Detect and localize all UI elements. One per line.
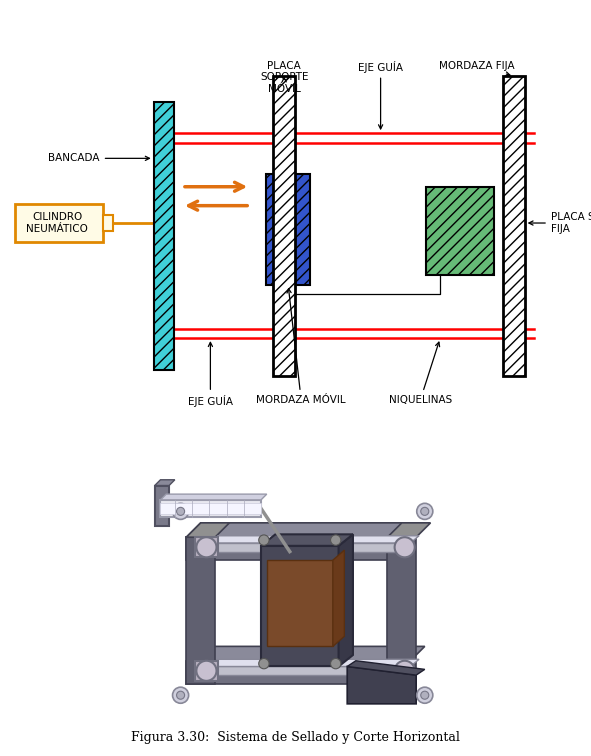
Circle shape — [421, 691, 429, 699]
Circle shape — [177, 691, 184, 699]
Polygon shape — [186, 538, 410, 560]
Circle shape — [421, 507, 429, 516]
Text: MORDAZA FIJA: MORDAZA FIJA — [439, 60, 515, 76]
Polygon shape — [195, 661, 218, 681]
Polygon shape — [209, 667, 410, 675]
Text: MORDAZA MÓVIL: MORDAZA MÓVIL — [256, 289, 346, 405]
Polygon shape — [155, 485, 169, 525]
Polygon shape — [388, 523, 430, 538]
Polygon shape — [161, 494, 267, 500]
Polygon shape — [195, 538, 218, 557]
Circle shape — [259, 535, 269, 545]
Bar — [426, 187, 494, 275]
Polygon shape — [209, 543, 410, 552]
Text: Figura 3.30:  Sistema de Sellado y Corte Horizontal: Figura 3.30: Sistema de Sellado y Corte … — [131, 730, 460, 744]
Text: CILINDRO
NEUMÁTICO: CILINDRO NEUMÁTICO — [26, 212, 88, 234]
Polygon shape — [261, 546, 339, 667]
Bar — [154, 101, 174, 370]
Circle shape — [330, 658, 341, 669]
Bar — [274, 76, 295, 376]
Polygon shape — [388, 538, 416, 683]
Bar — [103, 215, 113, 231]
Circle shape — [177, 507, 184, 516]
Polygon shape — [186, 646, 425, 661]
Text: BANCADA: BANCADA — [48, 153, 150, 163]
Text: EJE GUÍA: EJE GUÍA — [358, 60, 403, 129]
Bar — [503, 76, 525, 376]
Circle shape — [417, 687, 433, 703]
Polygon shape — [186, 523, 425, 538]
Circle shape — [259, 658, 269, 669]
Polygon shape — [261, 534, 353, 546]
Text: PLACA
SOPORTE
MÓVIL: PLACA SOPORTE MÓVIL — [260, 60, 309, 94]
Text: NIQUELINAS: NIQUELINAS — [389, 342, 452, 405]
Polygon shape — [161, 503, 261, 514]
Circle shape — [417, 503, 433, 519]
Polygon shape — [155, 480, 175, 485]
Circle shape — [173, 687, 189, 703]
Polygon shape — [339, 534, 353, 667]
Polygon shape — [209, 536, 419, 543]
Polygon shape — [267, 560, 333, 646]
Bar — [15, 204, 103, 242]
Circle shape — [173, 503, 189, 519]
Polygon shape — [186, 523, 229, 538]
Polygon shape — [209, 659, 419, 667]
Circle shape — [196, 538, 216, 557]
Circle shape — [395, 661, 415, 681]
Polygon shape — [347, 667, 416, 704]
Text: EJE GUÍA: EJE GUÍA — [188, 342, 233, 407]
Circle shape — [395, 538, 415, 557]
Text: PLACA SOPORTE
FIJA: PLACA SOPORTE FIJA — [529, 212, 591, 234]
Bar — [266, 174, 310, 284]
Polygon shape — [161, 500, 261, 517]
Polygon shape — [186, 538, 215, 683]
Polygon shape — [333, 550, 345, 646]
Circle shape — [330, 535, 341, 545]
Polygon shape — [186, 661, 410, 683]
Polygon shape — [347, 661, 425, 675]
Circle shape — [196, 661, 216, 681]
